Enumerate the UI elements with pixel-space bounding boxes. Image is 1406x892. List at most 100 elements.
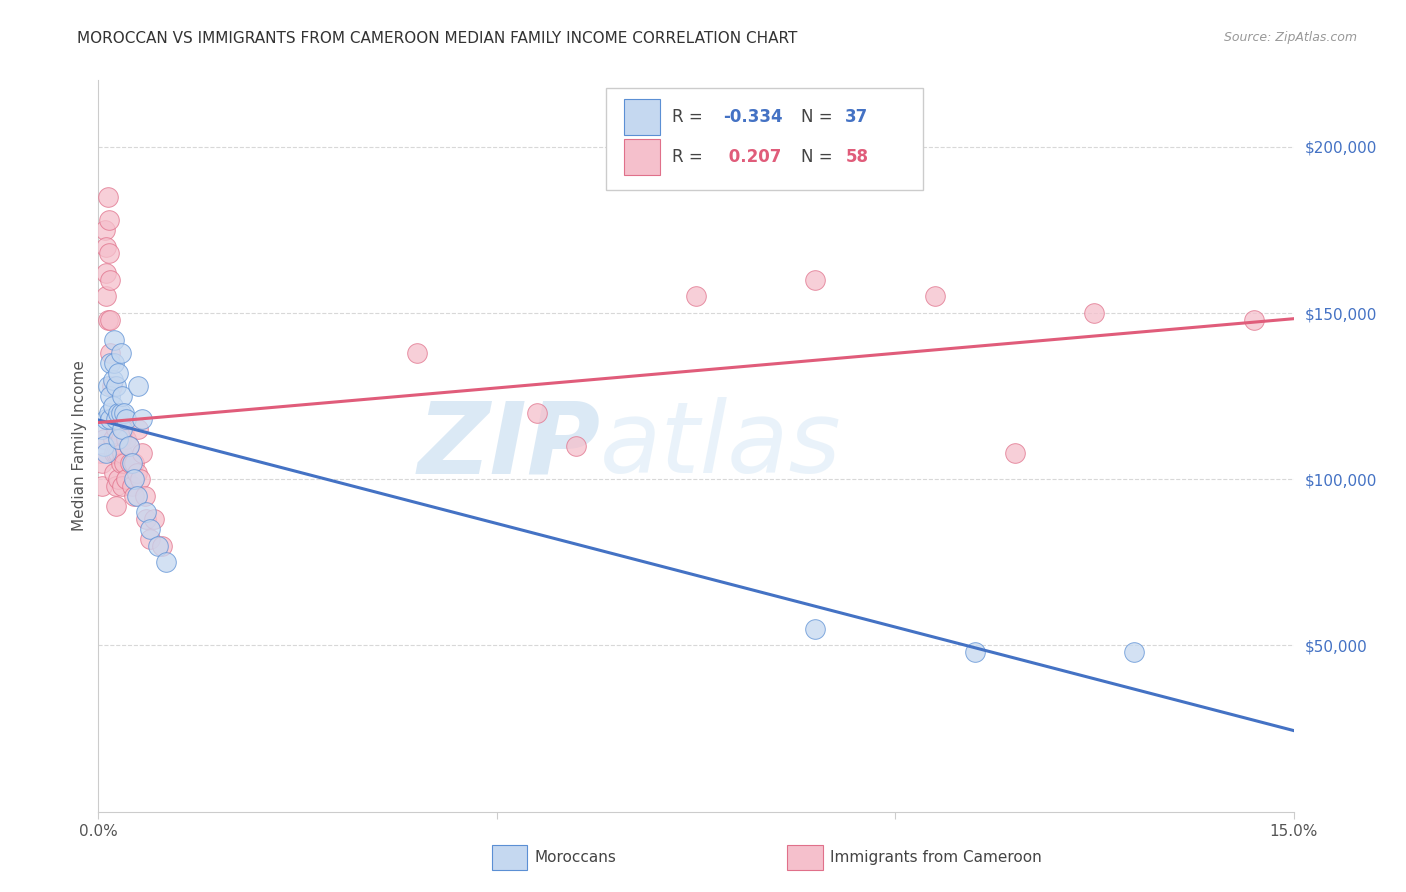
Point bbox=[110, 456, 132, 470]
Point bbox=[93, 433, 115, 447]
Point bbox=[115, 412, 138, 426]
Point bbox=[107, 366, 129, 380]
FancyBboxPatch shape bbox=[606, 87, 922, 190]
Point bbox=[406, 346, 429, 360]
Point bbox=[91, 456, 114, 470]
Point bbox=[128, 472, 150, 486]
Point bbox=[110, 406, 132, 420]
Text: ZIP: ZIP bbox=[418, 398, 600, 494]
Point bbox=[96, 412, 118, 426]
Point bbox=[112, 422, 135, 436]
Point bbox=[115, 433, 138, 447]
Point bbox=[139, 522, 162, 536]
Point bbox=[148, 539, 170, 553]
Text: 58: 58 bbox=[845, 148, 869, 166]
FancyBboxPatch shape bbox=[624, 99, 661, 136]
Point bbox=[112, 406, 135, 420]
FancyBboxPatch shape bbox=[624, 139, 661, 176]
Point bbox=[125, 466, 148, 480]
Text: N =: N = bbox=[801, 148, 838, 166]
Text: R =: R = bbox=[672, 108, 709, 126]
Point bbox=[127, 422, 149, 436]
Point bbox=[91, 479, 114, 493]
Point bbox=[97, 379, 120, 393]
Point bbox=[110, 433, 132, 447]
Point bbox=[963, 645, 986, 659]
Point bbox=[103, 445, 125, 459]
Point bbox=[526, 406, 548, 420]
Point bbox=[96, 445, 118, 459]
Point bbox=[125, 489, 148, 503]
Point bbox=[98, 412, 122, 426]
Point bbox=[104, 445, 127, 459]
Point bbox=[115, 472, 138, 486]
Point bbox=[98, 346, 122, 360]
Y-axis label: Median Family Income: Median Family Income bbox=[72, 360, 87, 532]
Point bbox=[110, 346, 132, 360]
Point bbox=[121, 456, 143, 470]
Text: MOROCCAN VS IMMIGRANTS FROM CAMEROON MEDIAN FAMILY INCOME CORRELATION CHART: MOROCCAN VS IMMIGRANTS FROM CAMEROON MED… bbox=[77, 31, 797, 46]
Point bbox=[98, 389, 122, 403]
Point bbox=[101, 412, 124, 426]
Point bbox=[101, 399, 124, 413]
Point bbox=[1004, 445, 1026, 459]
Point bbox=[127, 379, 149, 393]
Point bbox=[97, 213, 120, 227]
Point bbox=[104, 412, 127, 426]
Point bbox=[120, 456, 142, 470]
Point bbox=[103, 333, 125, 347]
Point bbox=[98, 356, 122, 370]
Point bbox=[1083, 306, 1105, 320]
Point bbox=[107, 406, 129, 420]
Point bbox=[143, 512, 166, 526]
Text: Source: ZipAtlas.com: Source: ZipAtlas.com bbox=[1223, 31, 1357, 45]
Text: Moroccans: Moroccans bbox=[534, 850, 616, 864]
Point bbox=[101, 379, 124, 393]
Point bbox=[112, 456, 135, 470]
Text: Immigrants from Cameroon: Immigrants from Cameroon bbox=[830, 850, 1042, 864]
Point bbox=[134, 489, 156, 503]
Text: 37: 37 bbox=[845, 108, 869, 126]
Text: -0.334: -0.334 bbox=[724, 108, 783, 126]
Point bbox=[111, 479, 134, 493]
Point bbox=[131, 412, 153, 426]
Point bbox=[804, 273, 827, 287]
Text: N =: N = bbox=[801, 108, 838, 126]
Point bbox=[104, 479, 127, 493]
Point bbox=[97, 312, 120, 326]
Point bbox=[131, 445, 153, 459]
Point bbox=[98, 312, 122, 326]
Point bbox=[111, 445, 134, 459]
Point bbox=[135, 506, 157, 520]
Point bbox=[107, 412, 129, 426]
Point bbox=[104, 422, 127, 436]
Point bbox=[124, 472, 146, 486]
Point bbox=[98, 273, 122, 287]
Point bbox=[1123, 645, 1146, 659]
Point bbox=[124, 489, 146, 503]
Point bbox=[96, 289, 118, 303]
Text: R =: R = bbox=[672, 148, 709, 166]
Point bbox=[93, 439, 115, 453]
Point bbox=[104, 499, 127, 513]
Point bbox=[804, 622, 827, 636]
Point bbox=[150, 539, 173, 553]
Point bbox=[96, 266, 118, 280]
Point bbox=[97, 406, 120, 420]
Point bbox=[155, 555, 177, 569]
Point bbox=[101, 433, 124, 447]
Point bbox=[91, 422, 114, 436]
Point bbox=[924, 289, 946, 303]
Point bbox=[96, 239, 118, 253]
Point bbox=[1243, 312, 1265, 326]
Point bbox=[121, 479, 143, 493]
Point bbox=[103, 466, 125, 480]
Text: 0.207: 0.207 bbox=[724, 148, 782, 166]
Point bbox=[107, 472, 129, 486]
Point bbox=[111, 422, 134, 436]
Point bbox=[685, 289, 707, 303]
Text: atlas: atlas bbox=[600, 398, 842, 494]
Point bbox=[118, 439, 141, 453]
Point bbox=[94, 223, 117, 237]
Point bbox=[107, 445, 129, 459]
